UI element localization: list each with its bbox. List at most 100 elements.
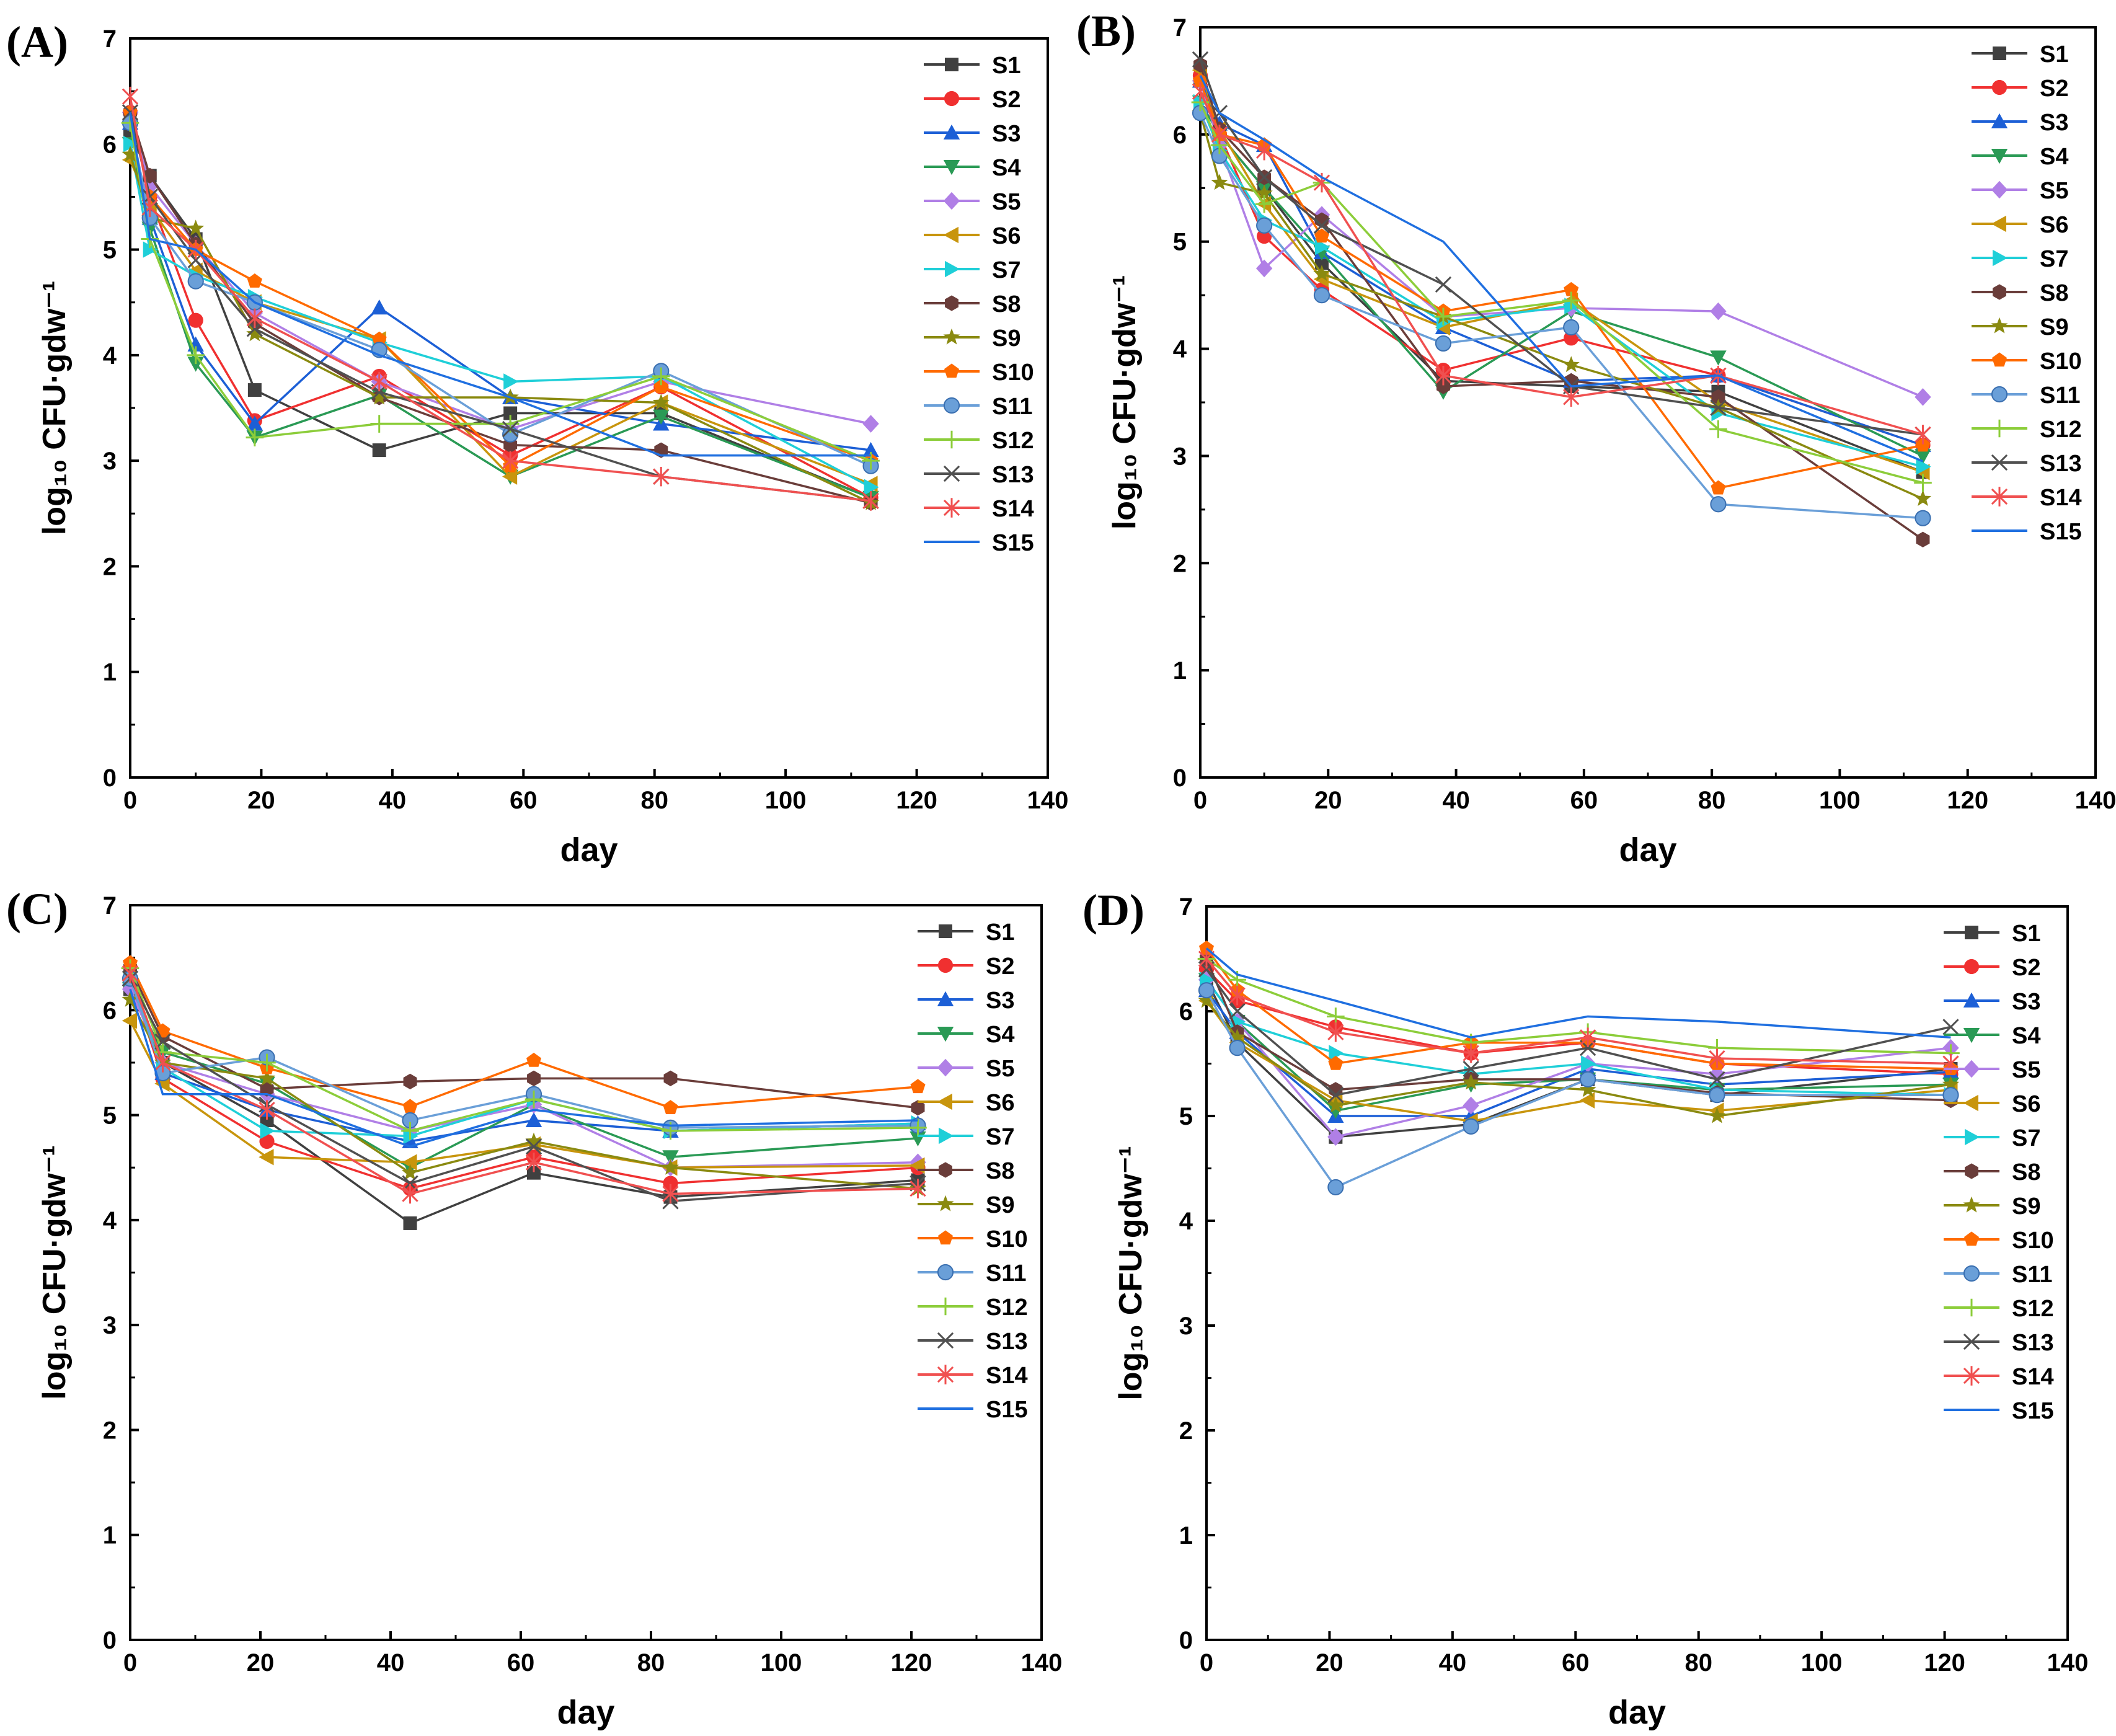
data-point: [1915, 388, 1931, 406]
x-tick-label: 60: [507, 1649, 535, 1676]
y-tick-label: 0: [103, 1627, 117, 1654]
data-point: [122, 991, 139, 1007]
panel-label: (D): [1082, 885, 1144, 935]
legend-label: S12: [986, 1295, 1028, 1321]
y-tick-label: 6: [103, 131, 117, 158]
series-S1: [123, 126, 878, 505]
data-point: [259, 1149, 274, 1166]
legend-marker: [943, 192, 960, 210]
legend-marker: [1963, 1366, 1980, 1386]
x-tick-label: 80: [637, 1649, 665, 1676]
data-point: [122, 86, 139, 107]
data-point: [1229, 1003, 1246, 1020]
legend-marker: [937, 1332, 954, 1349]
data-point: [1914, 474, 1932, 492]
series-S13: [122, 104, 879, 510]
data-point: [1198, 991, 1215, 1008]
data-point: [1198, 982, 1215, 999]
x-tick-label: 0: [123, 787, 137, 814]
data-point: [370, 415, 389, 433]
legend-label: S12: [2012, 1296, 2054, 1322]
legend-label: S14: [992, 496, 1034, 522]
legend-marker: [1991, 317, 2008, 334]
data-point: [1434, 308, 1453, 326]
data-point: [652, 367, 670, 386]
panel-label: (A): [6, 17, 68, 67]
series-line: [1199, 102, 1923, 468]
x-axis-title: day: [560, 831, 618, 869]
x-tick-label: 120: [1924, 1649, 1965, 1676]
data-point: [371, 299, 387, 315]
data-point: [862, 415, 879, 433]
series-S5: [1198, 971, 1959, 1146]
series-line: [1205, 968, 1951, 1076]
series-line: [1199, 112, 1923, 520]
legend-marker: [1963, 1196, 1980, 1213]
legend-marker: [937, 1195, 954, 1211]
legend-label: S11: [2012, 1262, 2053, 1288]
data-point: [1327, 1179, 1344, 1196]
legend-label: S2: [986, 954, 1014, 980]
data-point: [1435, 276, 1452, 293]
data-point: [258, 1070, 276, 1086]
data-point: [372, 443, 386, 458]
legend: S1 S2 S3 S4 S5 S6 S7 S8 S9 S10 S11 S12 S13 S14 S15: [1972, 42, 2082, 545]
x-tick-label: 0: [123, 1649, 137, 1676]
series-S15: [1199, 74, 1924, 463]
data-point: [1313, 287, 1330, 304]
legend-marker: [1965, 1128, 1980, 1146]
data-point: [260, 1081, 274, 1097]
legend-marker: [1962, 1298, 1981, 1317]
data-point: [1579, 1092, 1595, 1109]
data-point: [1463, 1043, 1479, 1063]
legend-marker: [1993, 249, 2008, 267]
panel-label: (C): [6, 884, 68, 934]
y-tick-label: 4: [103, 342, 117, 370]
legend-marker: [1991, 149, 2008, 164]
data-point: [1327, 1022, 1344, 1042]
legend-marker: [1963, 1060, 1980, 1078]
data-point: [1435, 335, 1452, 352]
y-tick-label: 5: [1173, 229, 1187, 256]
legend-label: S9: [2012, 1194, 2040, 1220]
series-line: [129, 978, 918, 1129]
legend-label: S2: [2040, 76, 2068, 102]
data-point: [1711, 480, 1726, 495]
data-point: [1916, 531, 1930, 547]
y-tick-label: 7: [1173, 14, 1187, 42]
data-point: [188, 312, 203, 328]
legend-marker: [1991, 215, 2006, 232]
y-tick-label: 5: [103, 237, 117, 264]
legend-label: S6: [986, 1090, 1014, 1116]
data-point: [1564, 281, 1579, 296]
legend-label: S15: [2012, 1398, 2054, 1424]
data-point: [663, 1100, 678, 1114]
series-line: [129, 112, 871, 504]
legend-label: S9: [986, 1192, 1014, 1218]
legend-label: S11: [2040, 383, 2081, 409]
legend-marker: [937, 1027, 954, 1042]
x-tick-label: 120: [1947, 787, 1988, 814]
legend-label: S3: [2040, 110, 2068, 136]
legend-marker: [1963, 1094, 1978, 1112]
data-point: [1914, 490, 1932, 507]
legend-label: S14: [2040, 485, 2082, 511]
y-tick-label: 1: [1173, 657, 1187, 684]
legend-marker: [1963, 1231, 1980, 1246]
data-point: [247, 273, 262, 288]
data-point: [1229, 1028, 1246, 1045]
data-point: [401, 1122, 419, 1140]
data-point: [259, 1100, 275, 1120]
data-point: [260, 1114, 274, 1128]
legend: S1 S2 S3 S4 S5 S6 S7 S8 S9 S10 S11 S12 S13 S14 S15: [924, 53, 1034, 556]
y-tick-label: 3: [103, 448, 117, 475]
data-point: [1709, 1048, 1725, 1068]
legend-label: S6: [992, 223, 1020, 249]
data-point: [1436, 378, 1450, 394]
legend-marker: [1991, 180, 2008, 199]
data-point: [154, 1053, 171, 1073]
legend: S1 S2 S3 S4 S5 S6 S7 S8 S9 S10 S11 S12 S13 S14 S15: [918, 919, 1028, 1423]
data-point: [371, 331, 387, 346]
legend-marker: [937, 1093, 952, 1110]
legend-label: S1: [992, 53, 1020, 79]
